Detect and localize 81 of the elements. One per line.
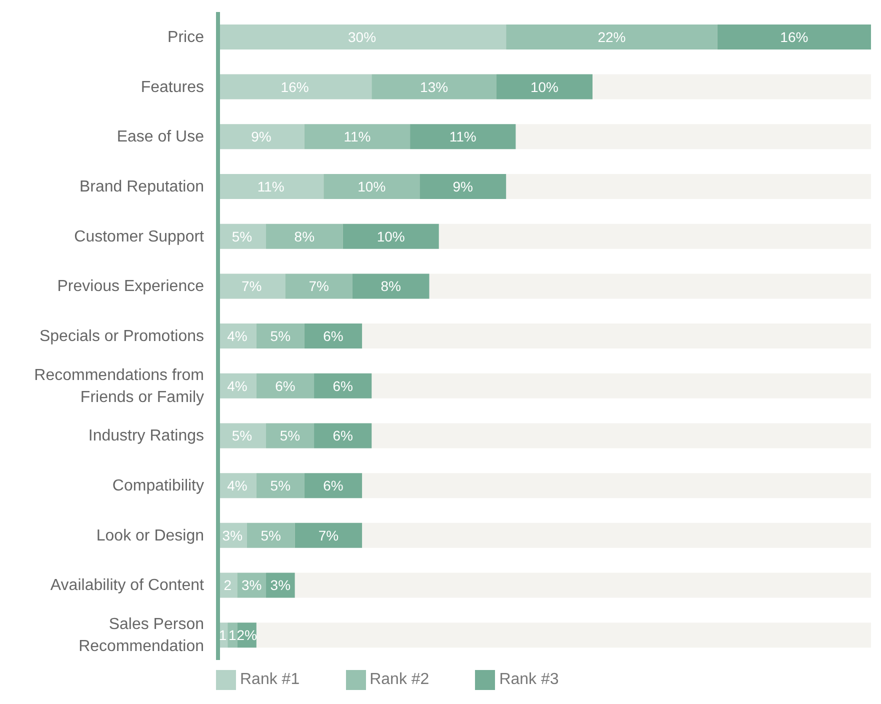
data-label: 8% (294, 228, 315, 244)
bar (420, 174, 506, 199)
legend-label: Rank #3 (499, 671, 559, 688)
bar (314, 423, 372, 448)
data-label: 1 (228, 627, 237, 644)
bar (410, 124, 516, 150)
bar (218, 174, 324, 199)
legend-label: Rank #1 (240, 671, 300, 688)
data-label: 7% (241, 278, 262, 294)
data-label: 5% (260, 527, 281, 544)
data-label: 3% (270, 577, 291, 594)
data-label: 13% (420, 78, 448, 95)
bar (304, 473, 362, 498)
data-label: 8% (380, 278, 401, 294)
y-tick-label: Industry Ratings (88, 427, 204, 444)
data-label: 4% (227, 478, 248, 494)
data-label: 11% (344, 128, 371, 145)
data-label: 4% (227, 328, 248, 344)
bar (256, 324, 304, 349)
data-label: 6% (332, 378, 353, 394)
y-tick-label: Sales Person Recommendation (78, 616, 204, 655)
data-label: 1 (218, 627, 227, 644)
data-label: 2 (224, 577, 232, 594)
bar (342, 224, 439, 249)
y-tick-label: Recommendations from Friends or Family (34, 366, 204, 406)
bar (246, 522, 295, 548)
bar (218, 274, 286, 299)
bar (324, 174, 420, 199)
bar (304, 324, 362, 349)
data-label: 16% (780, 28, 808, 45)
bar (218, 124, 304, 150)
bar (304, 124, 410, 150)
y-tick-label: Look or Design (96, 526, 204, 544)
bar (266, 224, 343, 249)
bar (717, 24, 871, 50)
data-label: 9% (251, 128, 272, 145)
data-label: 6% (332, 428, 353, 444)
data-label: 16% (280, 78, 309, 95)
y-tick-label: Specials or Promotions (39, 328, 204, 344)
data-label: 10% (358, 178, 386, 194)
data-label: 4% (227, 378, 248, 394)
bar (506, 24, 718, 50)
y-tick-label: Customer Support (74, 228, 205, 245)
legend-label: Rank #2 (370, 671, 430, 688)
bar (266, 423, 314, 448)
data-label: 6% (275, 378, 296, 394)
bar (218, 74, 372, 100)
bar (314, 373, 372, 398)
bar (294, 522, 362, 548)
data-label: 2% (236, 627, 257, 644)
data-label: 22% (598, 28, 626, 45)
y-tick-label: Ease of Use (116, 128, 204, 146)
data-label: 11% (449, 128, 476, 145)
data-label: 10% (376, 228, 405, 244)
data-label: 7% (308, 278, 329, 294)
y-tick-label: Compatibility (112, 477, 204, 494)
y-tick-label: Previous Experience (57, 278, 204, 295)
y-tick-label: Availability of Content (50, 576, 205, 594)
y-tick-label: Brand Reputation (79, 178, 204, 195)
bar (256, 373, 314, 398)
data-label: 6% (323, 478, 344, 494)
bar (285, 274, 352, 299)
bar (218, 24, 506, 50)
bar (256, 473, 304, 498)
data-label: 7% (318, 527, 339, 544)
data-label: 5% (232, 228, 252, 244)
data-label: 5% (270, 478, 291, 494)
data-label: 11% (257, 178, 284, 194)
data-label: 3% (241, 577, 262, 594)
data-label: 3% (222, 527, 243, 544)
data-label: 5% (280, 428, 300, 444)
y-tick-label: Price (168, 28, 204, 46)
y-tick-label: Features (140, 78, 204, 96)
data-label: 6% (323, 328, 344, 344)
data-label: 5% (270, 328, 291, 344)
bar (352, 274, 430, 299)
bar (372, 74, 496, 100)
data-label: 9% (452, 178, 473, 194)
data-label: 10% (530, 78, 559, 95)
data-label: 30% (348, 28, 376, 45)
data-label: 5% (232, 428, 252, 444)
